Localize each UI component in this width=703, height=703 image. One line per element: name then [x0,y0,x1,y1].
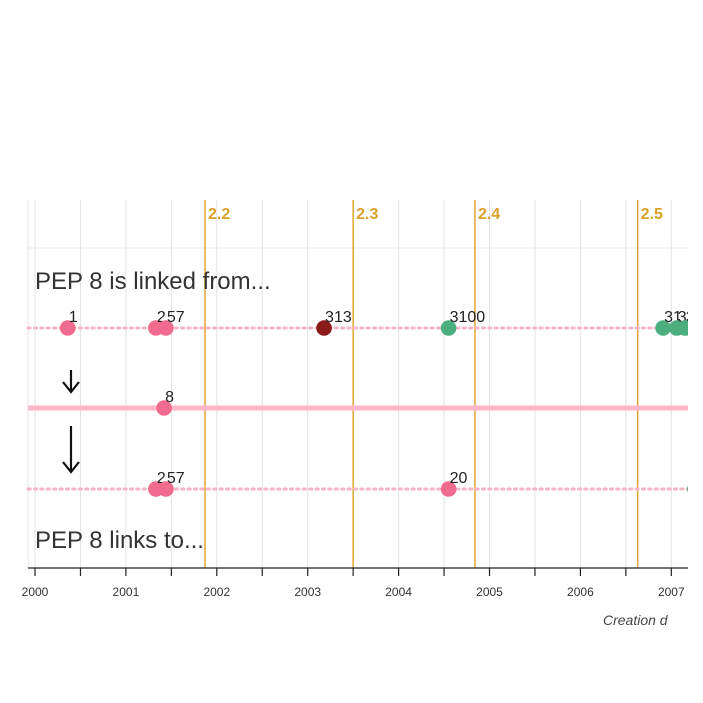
pep-label: 20 [450,470,468,487]
pep-point [677,320,688,336]
x-tick-label: 2003 [294,585,321,599]
pep-point [158,320,174,336]
pep-label: 57 [167,309,185,326]
pep-label: 3 [686,309,695,326]
focus-band [28,405,688,411]
x-tick-label: 2001 [113,585,140,599]
down-arrow-head [62,381,80,394]
down-arrow-head [62,461,80,474]
x-tick-label: 2002 [203,585,230,599]
x-tick-label: 2007 [658,585,685,599]
pep-point [440,320,457,336]
pep-label: 313 [325,309,352,326]
x-tick-label: 2006 [567,585,594,599]
pep-label: 1 [69,309,78,326]
pep-label: 3 [678,309,687,326]
pep-point [156,400,172,416]
pep-point [59,320,76,336]
x-tick-label: 2005 [476,585,503,599]
pep-label: 2 [157,470,166,487]
pep-point [158,481,174,497]
pep-point [655,320,671,336]
release-label: 2.5 [641,206,663,223]
pep-label: 3100 [450,309,486,326]
pep-label: 2 [157,309,166,326]
pep-point [316,320,332,336]
links-to-heading: PEP 8 links to... [35,527,204,554]
release-label: 2.2 [208,206,230,223]
linked-from-heading: PEP 8 is linked from... [35,268,271,295]
pep-label: 57 [167,470,185,487]
pep-point [440,481,457,497]
release-label: 2.4 [478,206,500,223]
release-label: 2.3 [356,206,378,223]
x-axis-title: Creation d [603,612,669,628]
x-tick-label: 2004 [385,585,412,599]
x-tick-label: 2000 [22,585,49,599]
pep-point [687,485,688,493]
pep-label: 8 [165,389,174,406]
